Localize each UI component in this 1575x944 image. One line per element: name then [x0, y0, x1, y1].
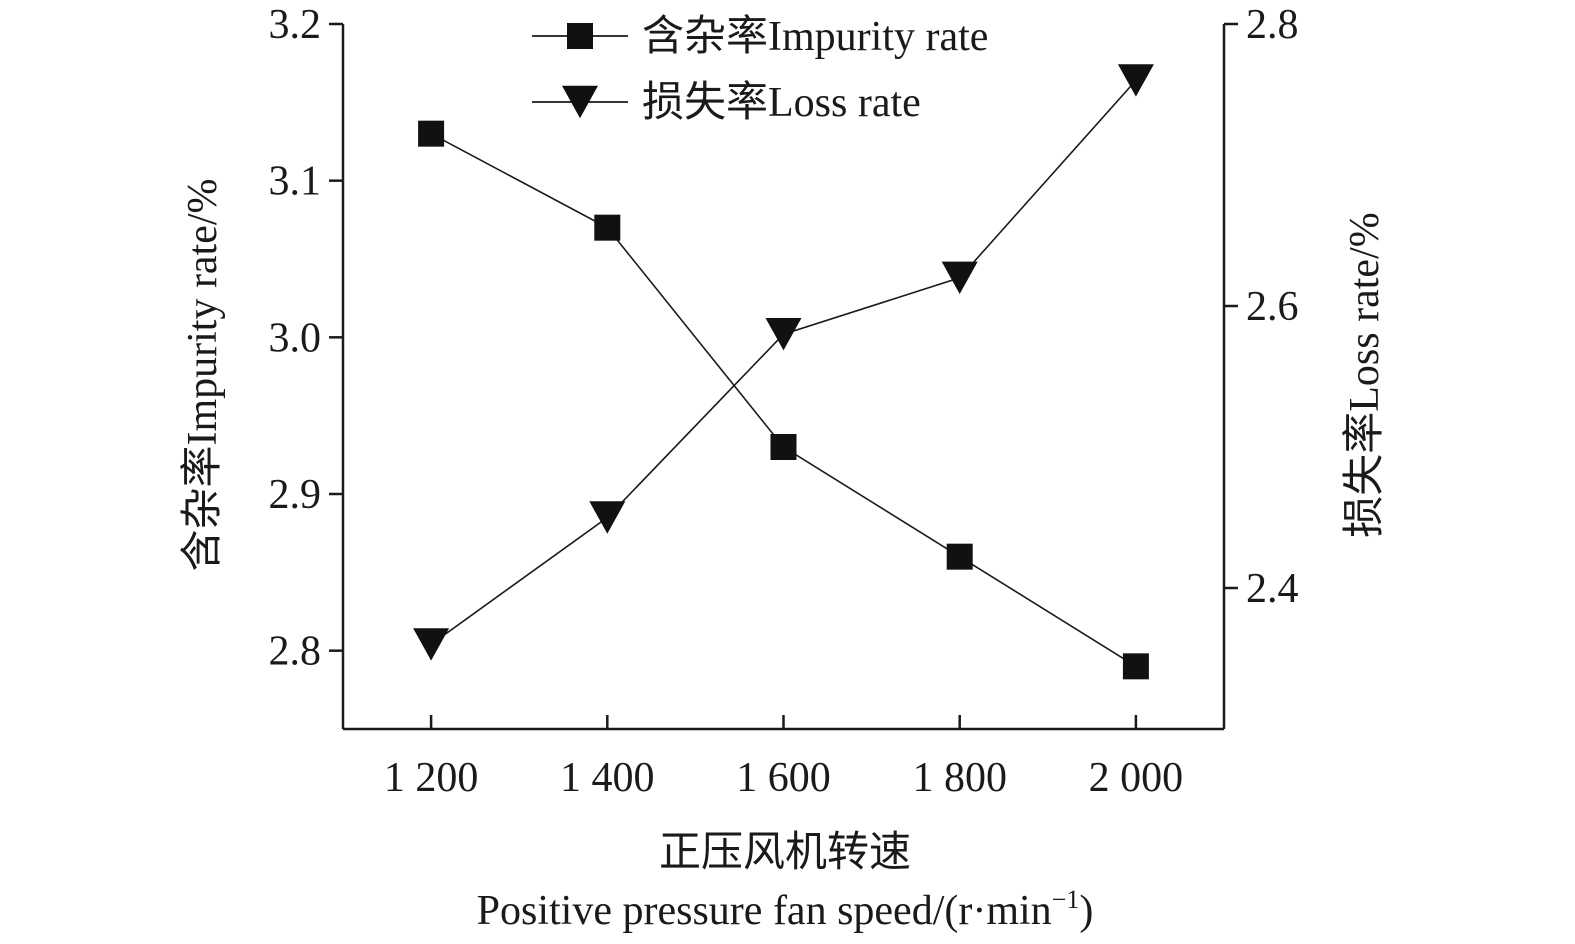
x-tick-label: 2 000 [1089, 755, 1184, 801]
left-y-tick-label: 3.2 [269, 2, 322, 48]
x-axis-title-close: ) [1079, 888, 1093, 934]
left-y-tick-label: 2.9 [269, 472, 322, 518]
data-point-square [418, 120, 445, 147]
data-point-triangle [941, 261, 978, 294]
data-point-square [594, 214, 621, 241]
left-y-axis-title: 含杂率Impurity rate/% [179, 178, 226, 571]
series-impurity-rate [418, 120, 1149, 680]
data-point-triangle [589, 501, 626, 534]
right-y-tick-label: 2.6 [1246, 284, 1299, 330]
x-axis-title-main: Positive pressure fan speed/(r·min [477, 888, 1052, 934]
data-point-square [770, 434, 797, 460]
data-point-triangle [765, 318, 802, 351]
legend-label: 含杂率Impurity rate [642, 13, 988, 60]
series-line [430, 132, 1137, 668]
legend-item: 含杂率Impurity rate [532, 13, 988, 60]
data-point-triangle [413, 628, 450, 661]
x-axis-title-chinese: 正压风机转速 [659, 830, 911, 876]
right-y-axis-title: 损失率Loss rate/% [1341, 212, 1388, 537]
series-line [430, 79, 1137, 646]
legend-triangle-marker [562, 85, 598, 119]
right-y-tick-label: 2.4 [1246, 566, 1299, 612]
x-tick-label: 1 400 [560, 755, 655, 801]
x-tick-label: 1 200 [384, 755, 479, 801]
left-y-tick-label: 3.0 [269, 315, 322, 361]
legend: 含杂率Impurity rate 损失率Loss rate [532, 13, 988, 126]
data-point-square [946, 543, 973, 570]
axes-layer: 2.8 2.9 3.0 3.1 3.2 2.4 2.6 2.8 1 200 1 400 1 600 1… [269, 2, 1299, 801]
left-y-tick-label: 2.8 [269, 629, 322, 675]
series-layer [413, 64, 1154, 680]
x-tick-label: 1 800 [912, 755, 1007, 801]
data-point-square [1122, 653, 1149, 680]
legend-label: 损失率Loss rate [642, 79, 921, 126]
legend-square-marker [567, 23, 593, 49]
right-y-tick-label: 2.8 [1246, 2, 1299, 48]
x-axis-title-english: Positive pressure fan speed/(r·min−1) [477, 885, 1094, 934]
x-axis-title-superscript: −1 [1052, 885, 1080, 914]
data-point-triangle [1117, 64, 1154, 97]
legend-item: 损失率Loss rate [532, 79, 921, 126]
x-tick-label: 1 600 [736, 755, 831, 801]
series-loss-rate [413, 64, 1154, 661]
left-y-tick-label: 3.1 [269, 159, 322, 205]
